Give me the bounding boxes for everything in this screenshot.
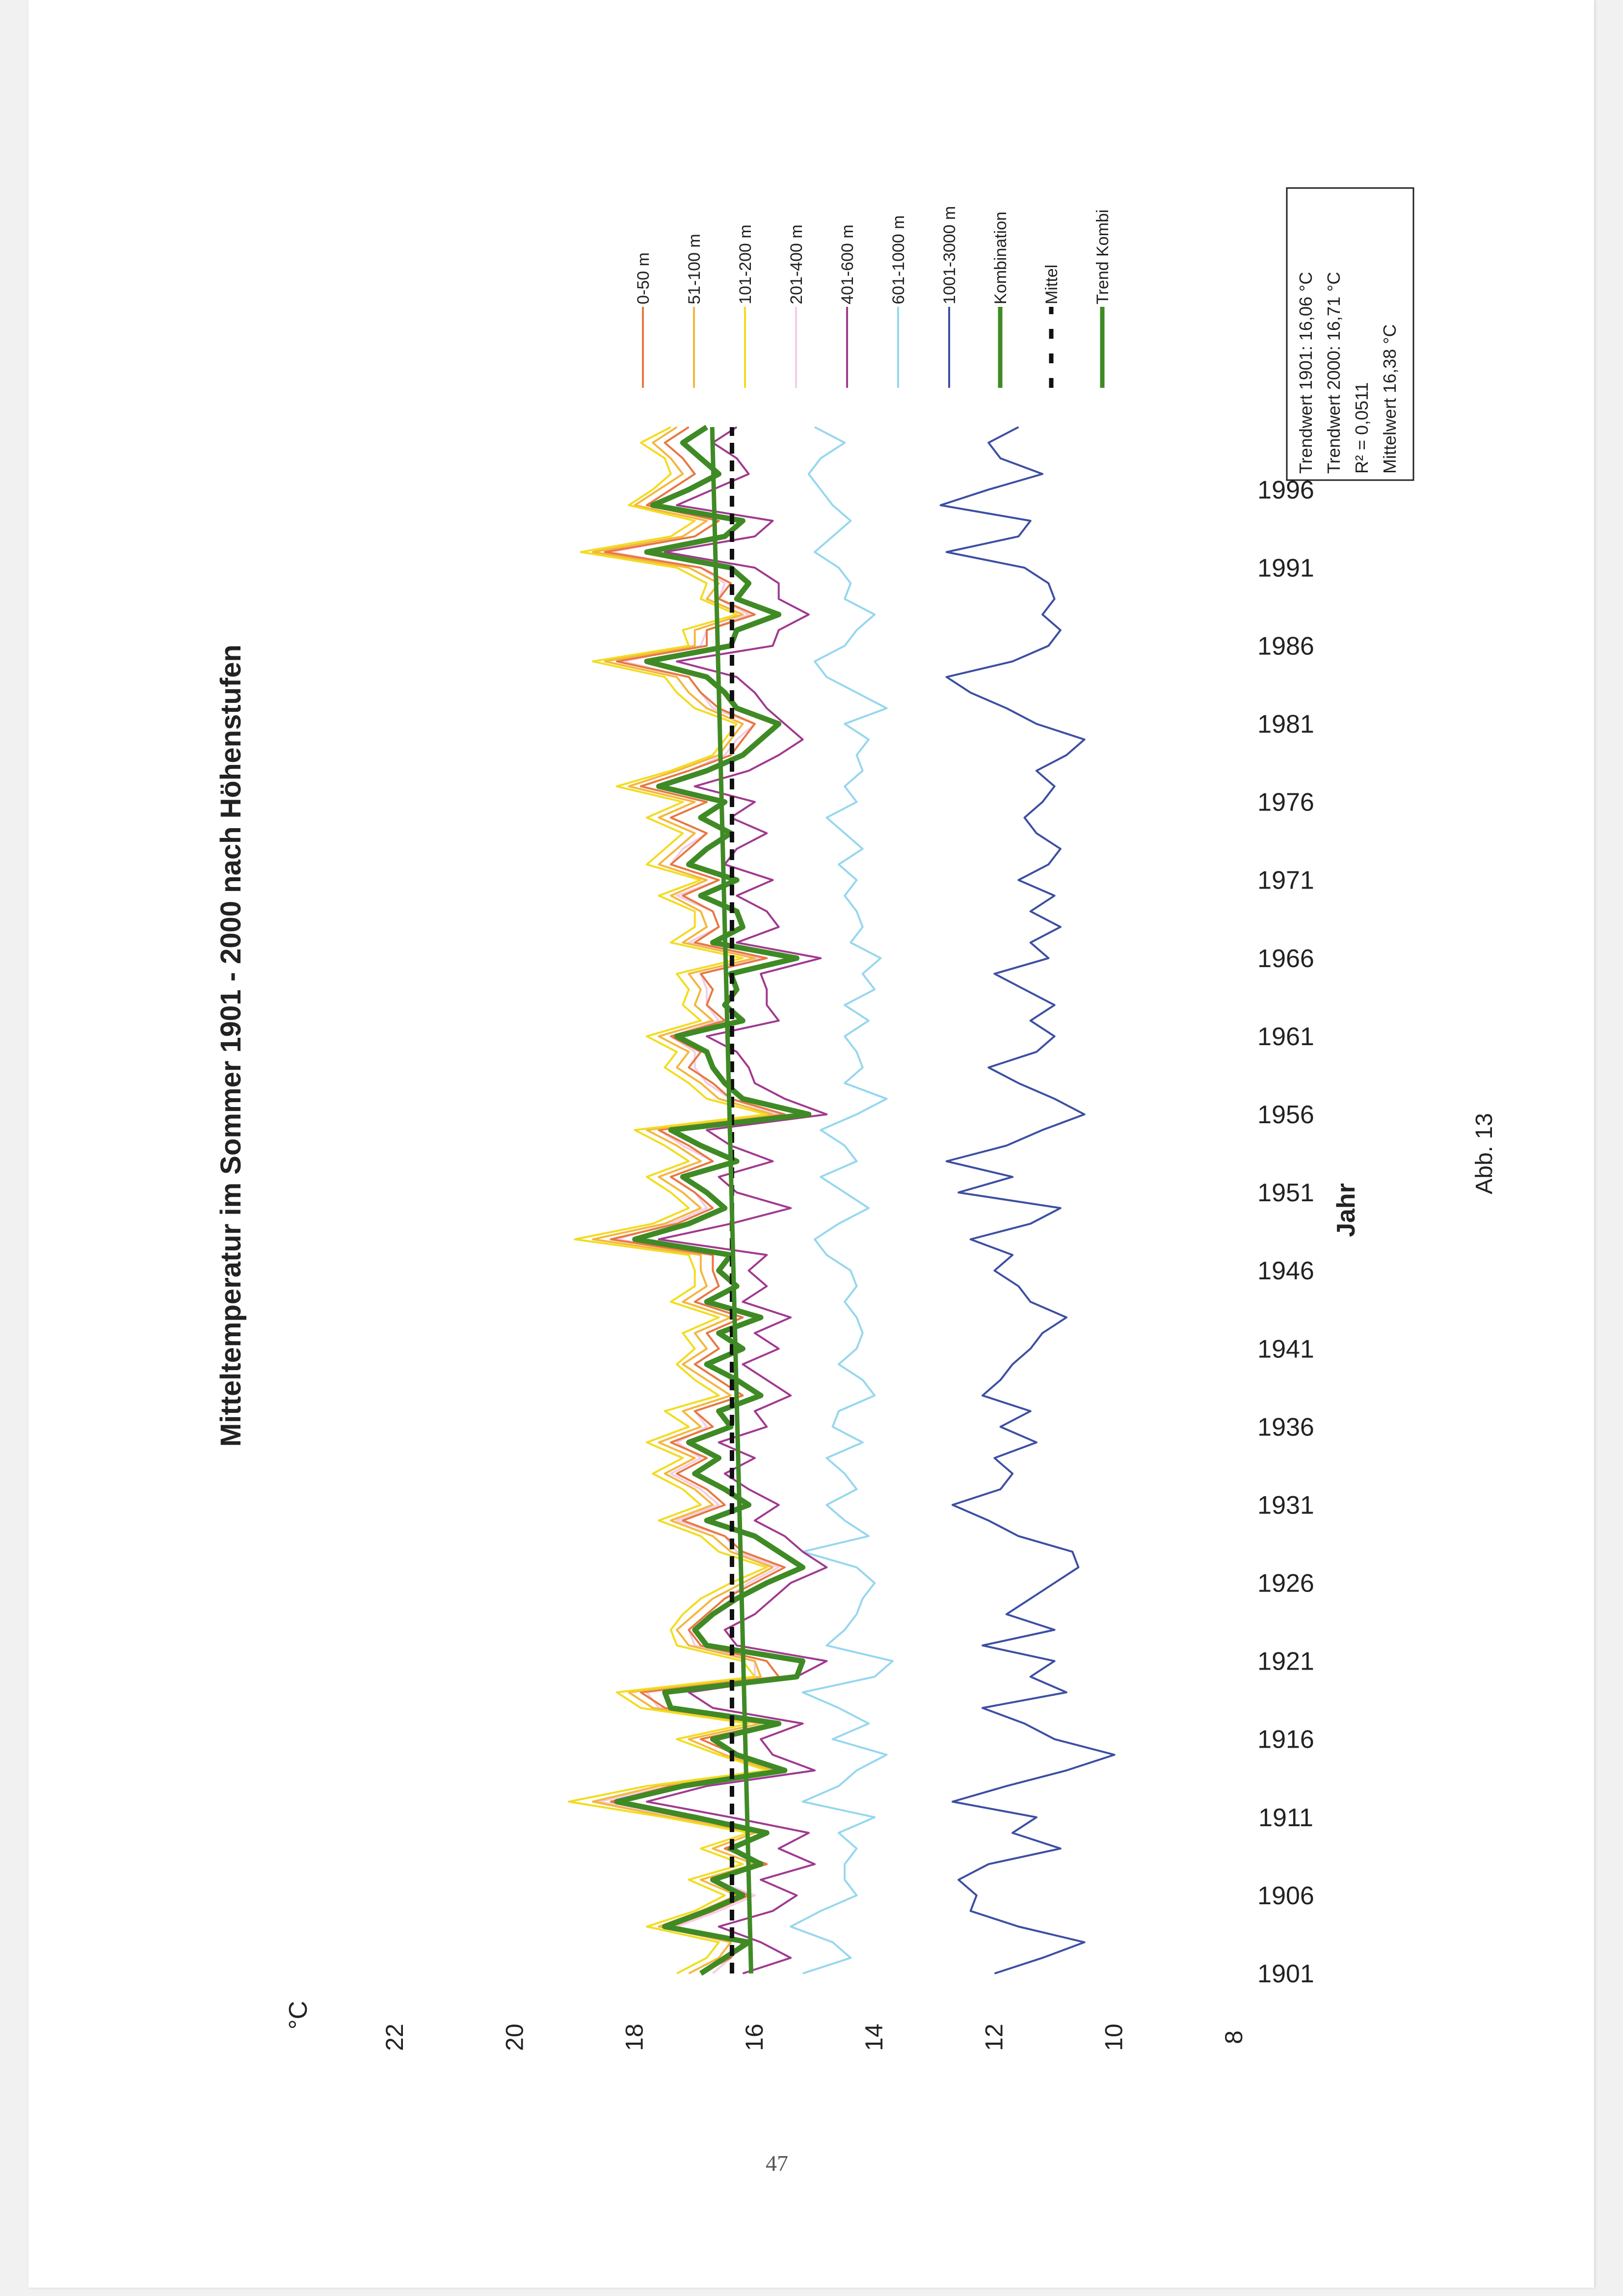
x-tick-1976: 1976 (1257, 788, 1314, 817)
y-tick-label: 20 (501, 2024, 528, 2051)
series-line-601-1000-m (790, 426, 894, 1974)
legend-item-trend-kombi: Trend Kombi (1093, 210, 1112, 388)
y-tick-12: 12 (980, 2024, 1008, 2051)
x-tick-1951: 1951 (1257, 1179, 1314, 1207)
page-number: 47 (766, 2151, 788, 2176)
chart-title-text: Mitteltemperatur im Sommer 1901 - 2000 n… (215, 645, 247, 1447)
legend-item-mittel: Mittel (1042, 265, 1061, 388)
y-axis-label-text: °C (284, 2001, 313, 2029)
x-tick-1916: 1916 (1257, 1726, 1314, 1754)
y-tick-label: 8 (1220, 2030, 1248, 2044)
stats-box-frame (1286, 187, 1414, 481)
x-tick-1901: 1901 (1257, 1960, 1314, 1988)
trend-line (710, 427, 754, 1974)
y-axis-label: °C (284, 2001, 313, 2029)
legend-label: 0-50 m (634, 252, 653, 304)
legend-label: 601-1000 m (889, 216, 908, 304)
stats-trend-1901: Trendwert 1901: 16,06 °C (1296, 272, 1316, 474)
legend-item-0-50-m: 0-50 m (634, 252, 653, 388)
stats-trend-2000: Trendwert 2000: 16,71 °C (1324, 272, 1344, 474)
legend-label: 51-100 m (685, 234, 704, 304)
x-tick-1931: 1931 (1257, 1491, 1314, 1519)
legend-item-101-200-m: 101-200 m (736, 224, 755, 388)
x-tick-1946: 1946 (1257, 1257, 1314, 1285)
legend-label: 101-200 m (736, 224, 755, 304)
series-line-kombination (614, 425, 812, 1976)
y-tick-label: 22 (381, 2024, 408, 2051)
y-tick-label: 10 (1100, 2024, 1128, 2051)
x-tick-1921: 1921 (1257, 1648, 1314, 1676)
x-axis-label-text: Jahr (1332, 1183, 1360, 1237)
stats-r2: R² = 0,0511 (1352, 382, 1372, 474)
legend-item-kombination: Kombination (991, 212, 1010, 388)
legend-item-1001-3000-m: 1001-3000 m (940, 206, 959, 388)
x-axis-label: Jahr (1332, 1183, 1360, 1237)
legend-label: 201-400 m (787, 224, 806, 304)
plot-area (568, 425, 1116, 1976)
x-tick-1986: 1986 (1257, 632, 1314, 660)
y-tick-label: 18 (621, 2024, 648, 2051)
figure-caption-text: Abb. 13 (1471, 1113, 1497, 1194)
y-tick-22: 22 (381, 2024, 408, 2051)
x-axis-ticks: 1901 1906 1911 1916 1921 1926 1931 1936 1941 1946… (1257, 476, 1314, 1988)
y-tick-18: 18 (621, 2024, 648, 2051)
chart-title: Mitteltemperatur im Sommer 1901 - 2000 n… (215, 645, 247, 1447)
stats-mean: Mittelwert 16,38 °C (1380, 324, 1400, 474)
series-line-101-200-m (568, 426, 768, 1974)
legend-label: 1001-3000 m (940, 206, 959, 304)
y-tick-8: 8 (1220, 2030, 1248, 2044)
x-tick-1971: 1971 (1257, 866, 1314, 895)
y-tick-14: 14 (860, 2024, 888, 2051)
x-tick-1966: 1966 (1257, 945, 1314, 973)
legend-label: Kombination (991, 212, 1010, 304)
series-line-401-600-m (646, 426, 828, 1974)
y-tick-label: 12 (980, 2024, 1008, 2051)
figure-caption: Abb. 13 (1471, 1113, 1497, 1194)
series-line-1001-3000-m (939, 426, 1116, 1974)
x-tick-1991: 1991 (1257, 554, 1314, 582)
x-tick-1936: 1936 (1257, 1413, 1314, 1441)
legend-item-401-600-m: 401-600 m (838, 224, 857, 388)
x-tick-1941: 1941 (1257, 1335, 1314, 1363)
x-tick-1906: 1906 (1257, 1882, 1314, 1910)
legend-label: 401-600 m (838, 224, 857, 304)
legend-label: Trend Kombi (1093, 210, 1112, 304)
stats-box: Trendwert 1901: 16,06 °C Trendwert 2000:… (1286, 187, 1414, 481)
x-tick-1981: 1981 (1257, 710, 1314, 739)
x-tick-1956: 1956 (1257, 1101, 1314, 1129)
y-axis-ticks: 8 10 12 14 16 18 20 22 (381, 2024, 1248, 2051)
legend-item-601-1000-m: 601-1000 m (889, 216, 908, 388)
y-tick-20: 20 (501, 2024, 528, 2051)
y-tick-10: 10 (1100, 2024, 1128, 2051)
x-tick-1926: 1926 (1257, 1569, 1314, 1598)
y-tick-label: 14 (860, 2024, 888, 2051)
x-tick-1961: 1961 (1257, 1023, 1314, 1051)
legend-item-51-100-m: 51-100 m (685, 234, 704, 388)
y-tick-16: 16 (741, 2024, 768, 2051)
y-tick-label: 16 (741, 2024, 768, 2051)
legend-label: Mittel (1042, 265, 1061, 304)
x-tick-1911: 1911 (1258, 1804, 1313, 1832)
legend-item-201-400-m: 201-400 m (787, 224, 806, 388)
legend: 0-50 m 51-100 m 101-200 m 201-400 m 401-600 … (634, 206, 1112, 388)
